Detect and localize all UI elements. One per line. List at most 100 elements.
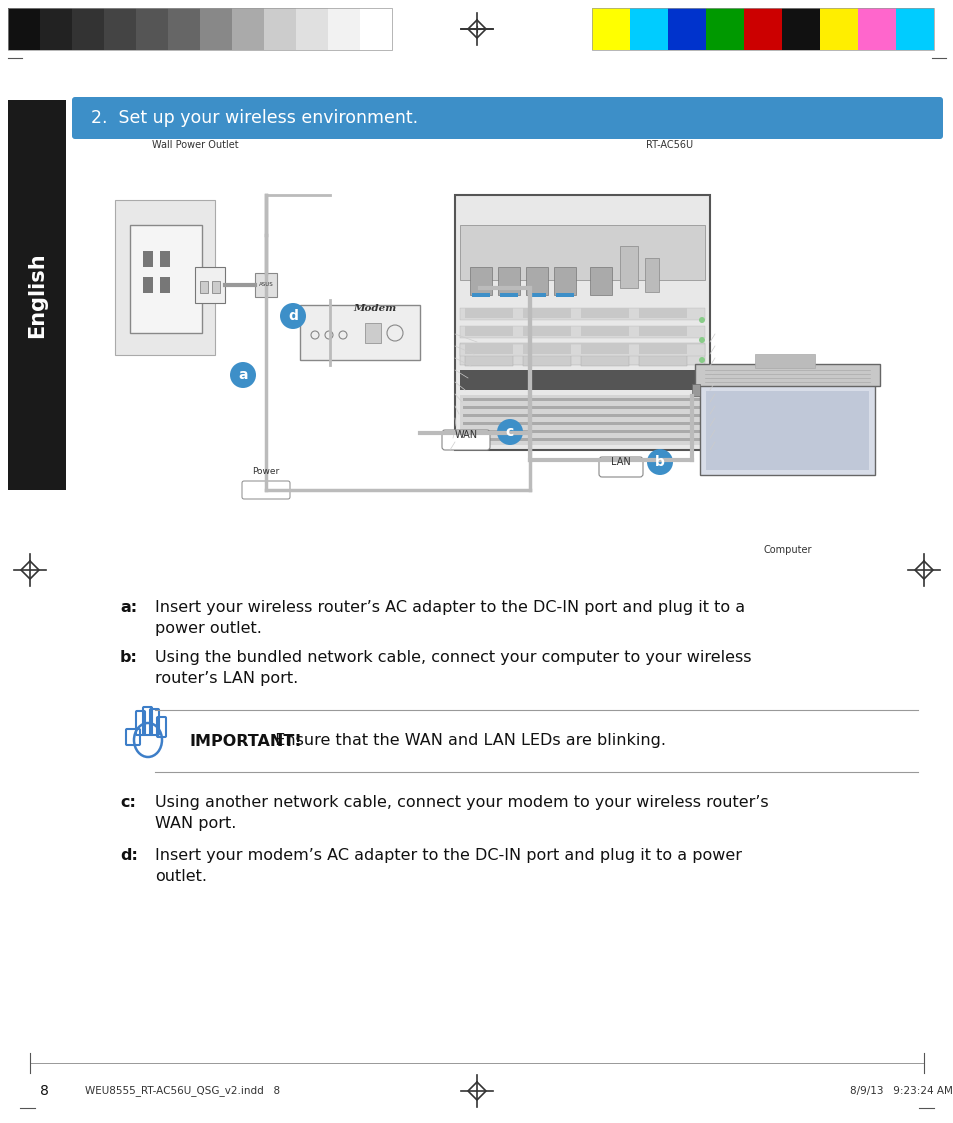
Bar [459, 344, 704, 356]
Bar [522, 308, 571, 318]
Bar [130, 225, 202, 334]
Text: English: English [27, 253, 47, 338]
Bar [705, 391, 868, 471]
Bar [8, 8, 392, 51]
Bar [462, 422, 701, 424]
Text: d: d [288, 309, 297, 323]
Text: RT-AC56U: RT-AC56U [646, 140, 693, 150]
Text: a:: a: [120, 600, 137, 615]
Bar [462, 414, 701, 417]
Bar [194, 267, 225, 303]
Circle shape [230, 362, 255, 389]
Bar [462, 438, 701, 441]
Circle shape [497, 419, 522, 445]
Bar [264, 8, 295, 51]
Bar [359, 8, 392, 51]
Text: Power: Power [253, 467, 279, 476]
Bar [143, 252, 152, 267]
Bar [8, 100, 66, 490]
Bar [459, 326, 704, 338]
Text: Modem: Modem [353, 304, 396, 313]
Text: Insert your modem’s AC adapter to the DC-IN port and plug it to a power
outlet.: Insert your modem’s AC adapter to the DC… [154, 848, 741, 884]
Text: WAN: WAN [454, 430, 477, 440]
Bar [820, 8, 857, 51]
Bar [462, 398, 701, 401]
Bar [160, 277, 170, 293]
Bar [462, 430, 701, 433]
Circle shape [699, 337, 704, 343]
Bar [455, 195, 709, 450]
Bar [895, 8, 933, 51]
Bar [781, 8, 820, 51]
Bar [470, 267, 492, 295]
Bar [499, 293, 517, 296]
Bar [857, 8, 895, 51]
Text: c: c [505, 424, 514, 439]
Bar [592, 8, 933, 51]
Bar [580, 326, 628, 336]
Text: WEU8555_RT-AC56U_QSG_v2.indd   8: WEU8555_RT-AC56U_QSG_v2.indd 8 [85, 1086, 280, 1096]
Bar [462, 407, 701, 409]
Bar [667, 8, 705, 51]
Bar [40, 8, 71, 51]
Bar [644, 258, 659, 292]
Text: 8: 8 [40, 1084, 49, 1098]
Text: Ensure that the WAN and LAN LEDs are blinking.: Ensure that the WAN and LAN LEDs are bli… [265, 733, 665, 749]
Bar [459, 343, 704, 365]
Bar [619, 246, 638, 287]
Bar [580, 344, 628, 354]
FancyBboxPatch shape [441, 430, 490, 450]
FancyBboxPatch shape [598, 457, 642, 477]
Bar [639, 326, 686, 336]
Bar [556, 293, 574, 296]
Bar [629, 8, 667, 51]
Bar [691, 384, 700, 396]
Circle shape [699, 317, 704, 323]
Bar [232, 8, 264, 51]
Text: 8/9/13   9:23:24 AM: 8/9/13 9:23:24 AM [849, 1086, 952, 1096]
Bar [497, 267, 519, 295]
Bar [589, 267, 612, 295]
Bar [639, 308, 686, 318]
Bar [459, 369, 704, 390]
Bar [705, 8, 743, 51]
Bar [328, 8, 359, 51]
Bar [200, 8, 232, 51]
Bar [136, 8, 168, 51]
Text: Computer: Computer [762, 545, 811, 555]
Bar [554, 267, 576, 295]
Text: b: b [655, 455, 664, 469]
Bar [459, 308, 704, 320]
Bar [522, 344, 571, 354]
FancyBboxPatch shape [71, 97, 942, 139]
Text: d:: d: [120, 848, 138, 862]
Bar [522, 346, 571, 366]
Text: ASUS: ASUS [258, 282, 274, 287]
Text: IMPORTANT!: IMPORTANT! [190, 733, 302, 749]
Bar [143, 277, 152, 293]
Bar [295, 8, 328, 51]
Bar [160, 252, 170, 267]
Text: a: a [238, 368, 248, 382]
Bar [695, 364, 879, 386]
Text: Using another network cable, connect your modem to your wireless router’s
WAN po: Using another network cable, connect you… [154, 795, 768, 831]
Text: LAN: LAN [611, 457, 630, 467]
Bar [459, 225, 704, 280]
Bar [464, 326, 513, 336]
Text: b:: b: [120, 650, 138, 665]
Bar [700, 385, 874, 475]
Bar [639, 346, 686, 366]
Bar [212, 281, 220, 293]
Text: Insert your wireless router’s AC adapter to the DC-IN port and plug it to a
powe: Insert your wireless router’s AC adapter… [154, 600, 744, 636]
Bar [580, 308, 628, 318]
Bar [464, 346, 513, 366]
Bar [115, 200, 214, 355]
Bar [525, 267, 547, 295]
Bar [254, 273, 276, 296]
Bar [200, 281, 208, 293]
Text: Wall Power Outlet: Wall Power Outlet [152, 140, 238, 150]
Bar [527, 293, 545, 296]
Bar [639, 344, 686, 354]
Text: Using the bundled network cable, connect your computer to your wireless
router’s: Using the bundled network cable, connect… [154, 650, 751, 686]
Bar [464, 308, 513, 318]
